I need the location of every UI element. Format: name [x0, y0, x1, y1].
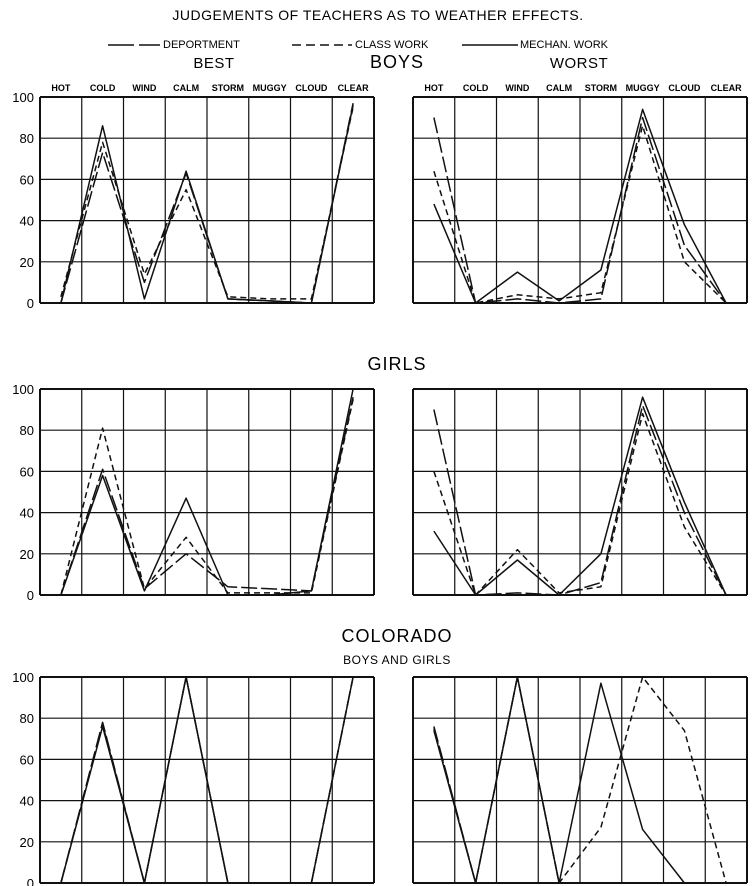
figure-title: JUDGEMENTS OF TEACHERS AS TO WEATHER EFF… — [172, 7, 583, 23]
category-label: STORM — [585, 83, 617, 93]
series-line-class-work — [60, 676, 229, 884]
series-line-mechan-work — [433, 676, 685, 884]
y-tick-label: 100 — [12, 382, 34, 397]
chart-panels: 100 80 60 40 20 0 HOT COLD WIND CALM STORM MUGGY CLO… — [12, 83, 748, 886]
y-tick-label: 0 — [27, 876, 34, 886]
y-tick-label: 40 — [20, 794, 34, 809]
series-line-mechan-work — [60, 388, 354, 596]
panel-boys-worst: HOT COLD WIND CALM STORM MUGGY CLOUD CLEAR — [412, 83, 748, 304]
y-tick-label: 80 — [20, 423, 34, 438]
category-label: CALM — [173, 83, 199, 93]
category-label: CLOUD — [668, 83, 700, 93]
category-label: MUGGY — [253, 83, 287, 93]
y-tick-label: 80 — [20, 711, 34, 726]
y-tick-label: 60 — [20, 464, 34, 479]
category-label: WIND — [132, 83, 156, 93]
category-label: WIND — [505, 83, 529, 93]
y-tick-label: 20 — [20, 547, 34, 562]
series-line-deportment — [60, 397, 354, 596]
series-line-mechan-work — [433, 108, 727, 304]
panel-boys-best: 100 80 60 40 20 0 HOT COLD WIND CALM STORM MUGGY CLO… — [12, 83, 375, 311]
y-tick-label: 0 — [27, 296, 34, 311]
series-line-mechan-work — [60, 105, 354, 304]
category-label: CLOUD — [295, 83, 327, 93]
series-line-class-work — [433, 125, 727, 304]
category-label: COLD — [90, 83, 116, 93]
series-line-class-work — [60, 107, 354, 300]
legend-deportment-label: DEPORTMENT — [163, 39, 240, 51]
series-line-class-work — [433, 412, 727, 596]
category-label: HOT — [51, 83, 71, 93]
series-line-class-work — [60, 399, 354, 596]
panel-colorado-worst — [412, 676, 748, 884]
y-tick-label: 40 — [20, 506, 34, 521]
series-line-mechan-work — [433, 396, 727, 596]
category-label: CLEAR — [338, 83, 369, 93]
series-line-deportment — [433, 116, 727, 304]
panel-girls-worst — [412, 388, 748, 596]
series-line-mechan-work — [310, 676, 354, 884]
section-title-girls: GIRLS — [367, 354, 426, 374]
section-subtitle-colorado: BOYS AND GIRLS — [343, 653, 451, 667]
worst-label: WORST — [550, 55, 608, 72]
legend-mechanwork-label: MECHAN. WORK — [520, 39, 609, 51]
category-label: CALM — [546, 83, 572, 93]
category-label: COLD — [463, 83, 489, 93]
y-tick-label: 0 — [27, 588, 34, 603]
y-tick-label: 100 — [12, 90, 34, 105]
legend-classwork-label: CLASS WORK — [355, 39, 429, 51]
y-tick-label: 60 — [20, 172, 34, 187]
section-title-colorado: COLORADO — [341, 626, 452, 646]
series-line-deportment — [433, 404, 727, 596]
y-tick-label: 80 — [20, 131, 34, 146]
y-tick-label: 100 — [12, 670, 34, 685]
category-label: HOT — [424, 83, 444, 93]
category-label: STORM — [212, 83, 244, 93]
legend: DEPORTMENT CLASS WORK MECHAN. WORK — [108, 39, 609, 51]
series-line-deportment — [60, 676, 229, 884]
best-label: BEST — [193, 55, 234, 72]
panel-colorado-best: 100 80 60 40 20 0 — [12, 670, 375, 886]
category-label: CLEAR — [711, 83, 742, 93]
series-line-mechan-work — [60, 676, 229, 884]
y-tick-label: 40 — [20, 214, 34, 229]
section-title-boys: BOYS — [370, 52, 424, 72]
category-label: MUGGY — [626, 83, 660, 93]
y-tick-label: 60 — [20, 752, 34, 767]
y-tick-label: 20 — [20, 255, 34, 270]
panel-girls-best: 100 80 60 40 20 0 — [12, 382, 375, 603]
y-tick-label: 20 — [20, 835, 34, 850]
